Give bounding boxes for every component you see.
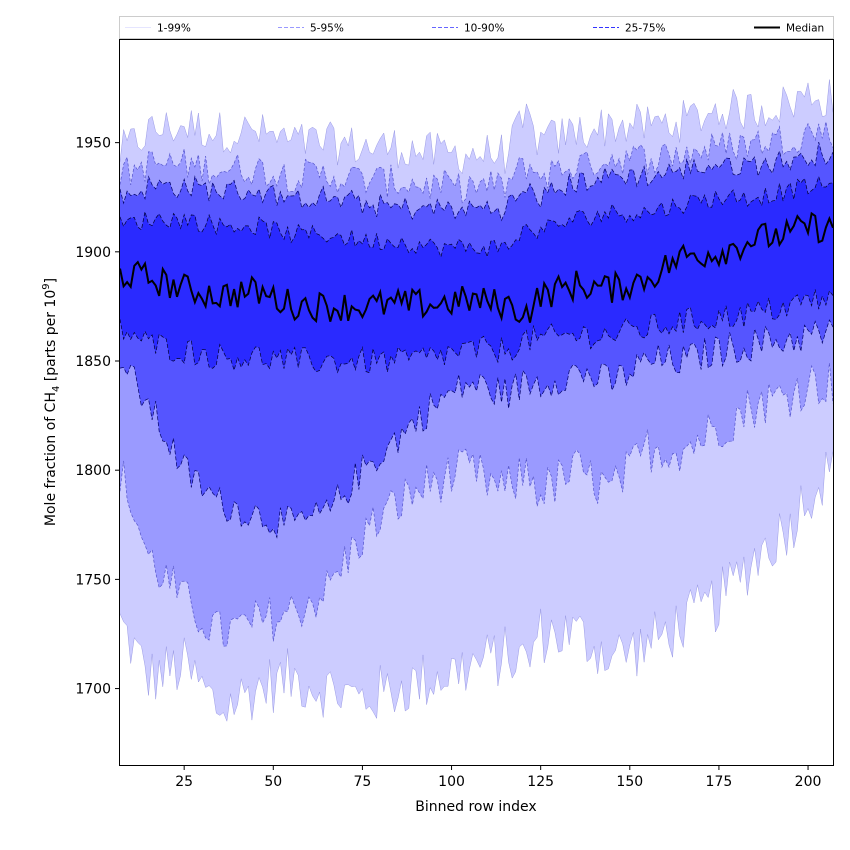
- band-25-75-lower-edge: [119, 289, 834, 374]
- x-tick-label: 50: [264, 774, 282, 790]
- band-5-95-upper-edge: [119, 121, 834, 204]
- plot-frame: [119, 39, 834, 766]
- x-tick-label: 75: [354, 774, 372, 790]
- legend-label-3: 25-75%: [625, 23, 666, 35]
- legend-label-2: 10-90%: [464, 23, 505, 35]
- x-tick-label: 200: [795, 774, 822, 790]
- x-tick-label: 25: [175, 774, 193, 790]
- band-edges: [119, 79, 834, 722]
- y-tick-label: 1900: [75, 245, 111, 261]
- y-tick-label: 1850: [75, 354, 111, 370]
- band-1-99-upper-edge: [119, 79, 834, 175]
- band-5-95-lower-edge: [119, 362, 834, 647]
- percentile-bands: [120, 79, 833, 722]
- band-25-75-upper-edge: [119, 175, 834, 259]
- y-tick-label: 1750: [75, 572, 111, 588]
- x-axis-label: Binned row index: [415, 799, 536, 815]
- x-tick-label: 150: [616, 774, 643, 790]
- legend-label-1: 5-95%: [310, 23, 344, 35]
- y-tick-label: 1950: [75, 136, 111, 152]
- legend-frame: [119, 16, 834, 39]
- x-tick-label: 175: [706, 774, 733, 790]
- legend-label-0: 1-99%: [157, 23, 191, 35]
- x-tick-label: 100: [438, 774, 465, 790]
- y-axis: 1700 1750 1800 1850 1900 1950: [75, 136, 120, 698]
- y-tick-label: 1700: [75, 682, 111, 698]
- x-axis: 25 50 75 100 125 150 175 200: [175, 765, 821, 790]
- band-1-99-lower-edge: [119, 451, 834, 722]
- x-tick-label: 125: [527, 774, 554, 790]
- legend-label-4: Median: [786, 23, 824, 35]
- band-10-90-lower-edge: [119, 319, 834, 539]
- band-10-90-upper-edge: [119, 142, 834, 222]
- median-line: [119, 211, 834, 324]
- y-tick-label: 1800: [75, 463, 111, 479]
- legend: 1-99% 5-95% 10-90% 25-75% Median: [119, 16, 834, 39]
- median-layer: [119, 211, 834, 324]
- y-axis-label: Mole fraction of CH4 [parts per 109]: [41, 278, 62, 526]
